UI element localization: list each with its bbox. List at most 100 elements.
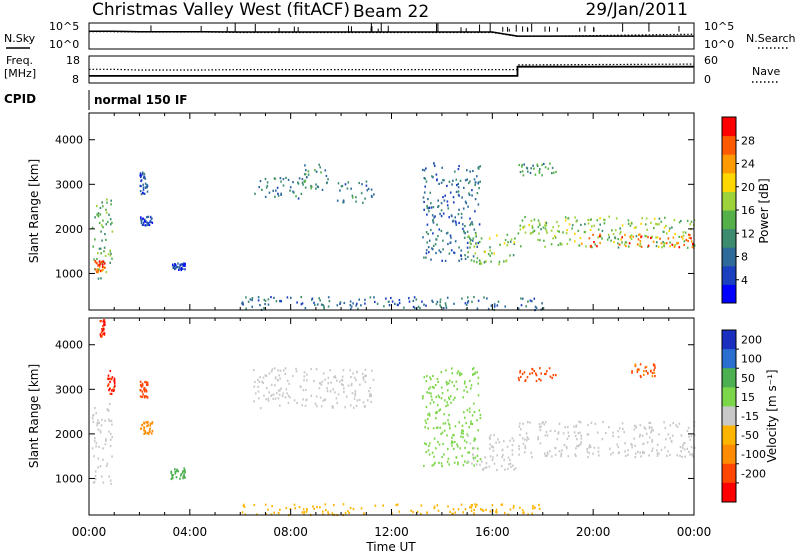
vel-data-cell [322, 372, 325, 375]
power-data-cell [513, 242, 516, 245]
noise-right-tick-bottom: 10^0 [704, 38, 734, 51]
vel-data-cell [352, 508, 355, 511]
vel-data-cell [466, 409, 469, 412]
power-data-cell [543, 239, 545, 242]
vel-data-cell [664, 446, 666, 449]
vel-data-cell [470, 384, 473, 387]
power-data-cell [304, 164, 306, 167]
power-data-cell [455, 178, 458, 181]
power-data-cell [534, 173, 537, 176]
y-tick-label: 4000 [55, 339, 83, 352]
power-scatter [91, 162, 696, 312]
vel-data-cell [102, 320, 105, 323]
date-title: 29/Jan/2011 [585, 0, 688, 20]
power-data-cell [182, 267, 184, 270]
power-data-cell [110, 252, 112, 255]
vel-data-cell [329, 390, 332, 393]
power-data-cell [106, 201, 108, 204]
vel-data-cell [675, 424, 677, 427]
power-data-cell [110, 199, 112, 202]
vel-data-cell [432, 374, 434, 378]
vel-data-cell [306, 509, 308, 512]
vel-data-cell [264, 374, 267, 377]
vel-data-cell [540, 425, 542, 428]
vel-data-cell [451, 440, 453, 443]
power-data-cell [647, 236, 649, 239]
vel-data-cell [472, 453, 474, 456]
vel-data-cell [503, 440, 505, 443]
power-data-cell [529, 232, 532, 235]
vel-data-cell [459, 374, 461, 377]
power-data-cell [437, 235, 439, 238]
vel-data-cell [426, 391, 428, 394]
vel-data-cell [111, 436, 113, 439]
power-data-cell [327, 305, 330, 308]
vel-data-cell [441, 465, 443, 468]
power-data-cell [364, 302, 366, 305]
vel-data-cell [431, 386, 434, 389]
vel-data-cell [303, 513, 305, 516]
vel-data-cell [97, 419, 99, 422]
vel-data-cell [146, 396, 149, 399]
power-data-cell [678, 246, 681, 249]
vel-data-cell [691, 453, 693, 456]
power-data-cell [446, 296, 449, 299]
vel-data-cell [535, 372, 537, 375]
vel-data-cell [143, 422, 146, 425]
vel-data-cell [650, 426, 653, 429]
power-data-cell [663, 230, 665, 233]
vel-data-cell [438, 461, 440, 464]
vel-data-cell [436, 377, 439, 381]
vel-data-cell [318, 387, 321, 390]
power-data-cell [510, 238, 513, 241]
power-data-cell [486, 297, 488, 300]
vel-data-cell [476, 371, 478, 374]
power-data-cell [659, 237, 661, 240]
vel-data-cell [426, 417, 429, 421]
nsearch-label: N.Search [746, 32, 796, 45]
power-data-cell [98, 265, 101, 268]
vel-data-cell [99, 333, 102, 336]
vel-data-cell [278, 393, 281, 396]
power-data-cell [336, 304, 339, 307]
vel-data-cell [108, 377, 111, 380]
power-data-cell [398, 302, 401, 305]
power-data-cell [257, 299, 260, 302]
vel-data-cell [631, 370, 633, 373]
vel-data-cell [538, 426, 541, 429]
power-data-cell [498, 263, 500, 266]
vel-data-cell [431, 451, 434, 454]
vel-data-cell [554, 447, 557, 450]
power-data-cell [175, 264, 177, 267]
vel-data-cell [337, 393, 340, 396]
vel-data-cell [654, 366, 656, 369]
power-data-cell [452, 219, 455, 222]
vel-data-cell [101, 475, 103, 478]
vel-data-cell [548, 367, 551, 370]
x-tick-label: 08:00 [273, 525, 308, 539]
vel-data-cell [312, 505, 314, 508]
vel-data-cell [149, 427, 151, 430]
vel-data-cell [586, 450, 589, 453]
vel-data-cell [94, 478, 97, 481]
power-data-cell [449, 191, 452, 194]
power-data-cell [249, 298, 252, 301]
power-data-cell [489, 246, 491, 249]
power-data-cell [589, 245, 592, 248]
vel-data-cell [652, 429, 654, 432]
power-data-cell [264, 177, 267, 181]
vel-data-cell [305, 388, 307, 391]
power-data-cell [346, 187, 349, 190]
power-data-cell [639, 233, 641, 236]
vel-data-cell [448, 396, 450, 399]
vel-data-cell [495, 510, 497, 513]
power-data-cell [432, 244, 435, 247]
power-data-cell [693, 244, 696, 247]
power-data-cell [527, 170, 529, 173]
y-tick-label: 1000 [55, 472, 83, 485]
power-data-cell [327, 178, 329, 181]
vel-data-cell [438, 396, 441, 399]
x-axis-label: Time UT [365, 540, 416, 554]
power-data-cell [109, 254, 112, 257]
power-data-cell [140, 216, 142, 219]
